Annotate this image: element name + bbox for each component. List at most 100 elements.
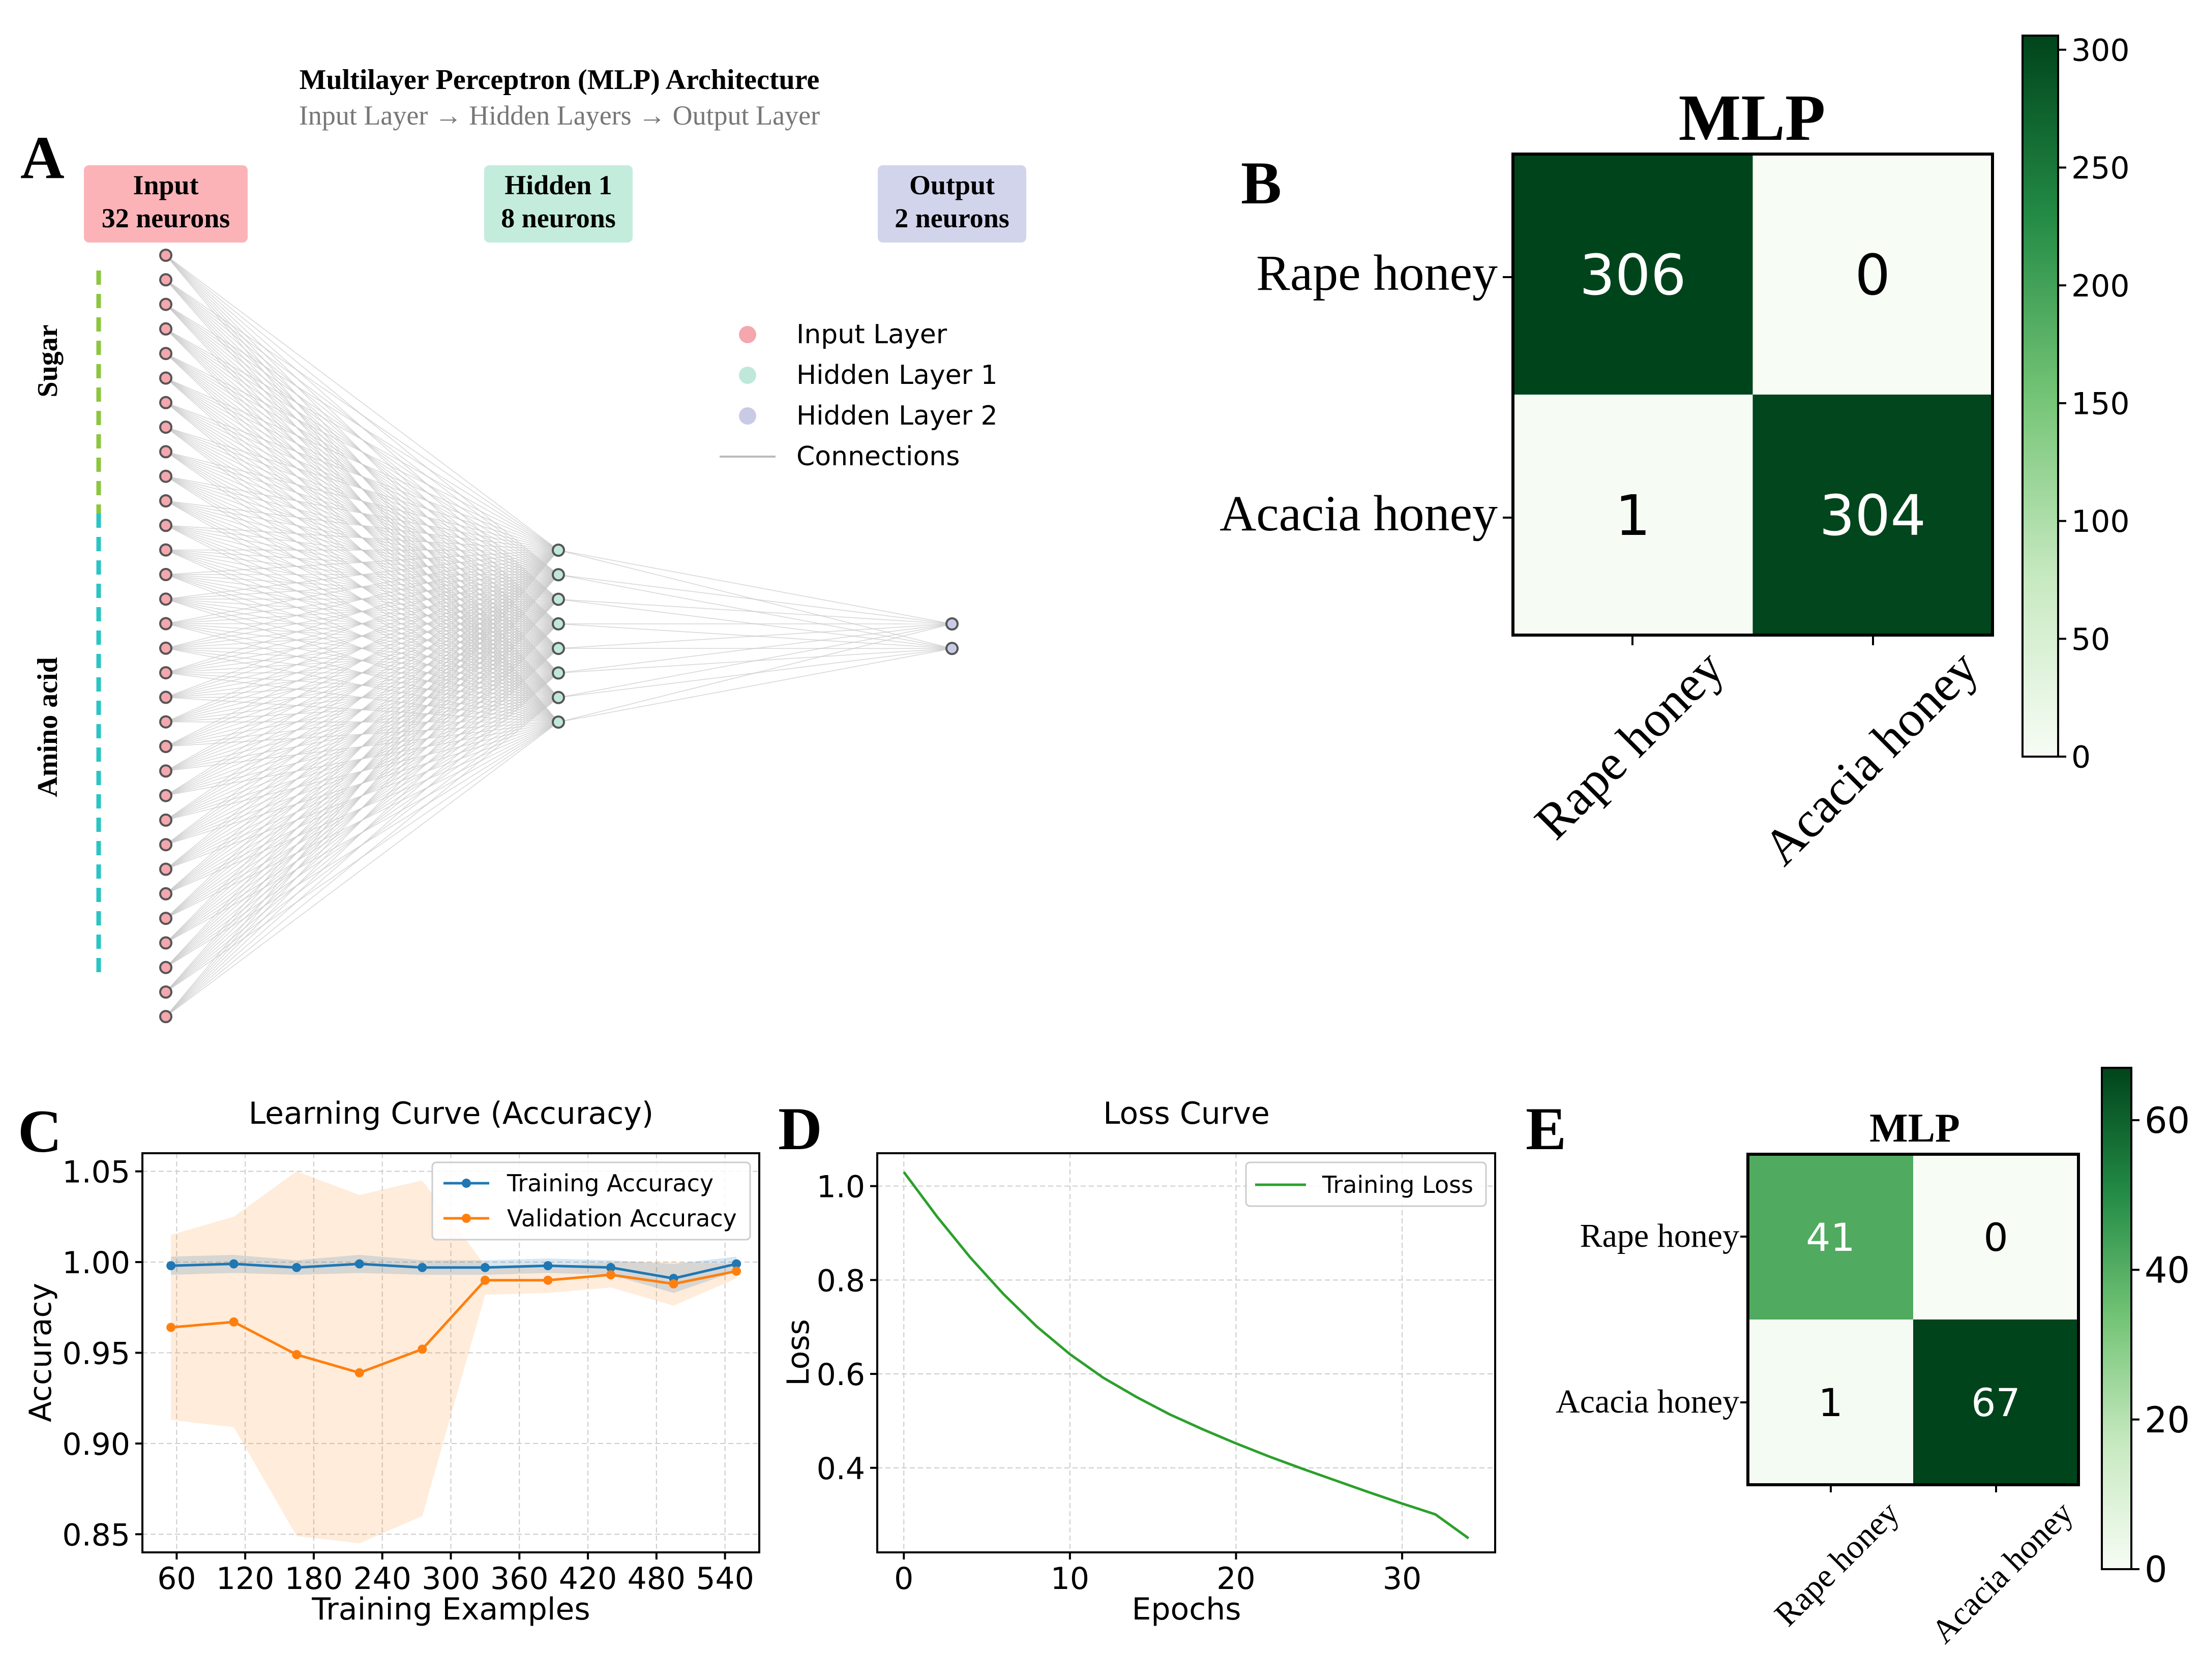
colorbar-tick-label: 60 — [2145, 1100, 2190, 1142]
learning-curve-xlabel: Training Examples — [311, 1592, 590, 1627]
colorbar-tick-label: 40 — [2145, 1250, 2190, 1292]
hidden-box-count: 8 neurons — [501, 203, 616, 233]
neuron-input — [159, 617, 172, 631]
confusion-e-col-labels: Rape honey Acacia honey — [1767, 1485, 2080, 1651]
hidden-box-title: Hidden 1 — [504, 170, 612, 200]
y-tick-label: 0.95 — [62, 1336, 130, 1372]
colorbar-tick-label: 0 — [2145, 1549, 2167, 1591]
x-tick-label: 60 — [157, 1561, 196, 1597]
neuron-input — [159, 985, 172, 999]
neuron-input — [159, 887, 172, 901]
connection-line — [165, 550, 559, 993]
input-box-count: 32 neurons — [102, 203, 230, 233]
neuron-input — [159, 445, 172, 459]
confusion-b-cells: 306 0 1 304 — [1513, 154, 1993, 635]
panel-d: D Loss Curve 0 10 20 300.40.60.81.0 Epochs … — [778, 1095, 1496, 1627]
connection-line — [165, 599, 559, 1017]
connection-line — [558, 598, 953, 624]
neuron-input — [159, 912, 172, 925]
connection-line — [165, 550, 559, 894]
connection-line — [165, 550, 559, 649]
y-tick-label: 1.00 — [62, 1245, 130, 1281]
cell-value: 1 — [1818, 1380, 1842, 1425]
panel-a-letter: A — [20, 124, 65, 191]
neuron-hidden-1 — [552, 642, 565, 655]
y-tick-label: 1.0 — [817, 1169, 865, 1205]
confusion-b-title: MLP — [1679, 81, 1826, 155]
connection-line — [165, 255, 559, 551]
learning-curve-plot: 60 120 180 240 300 360 420 480 540 0.85 0.90 0.95 1.… — [62, 1153, 759, 1597]
hidden-box — [484, 165, 633, 243]
neuron-input — [159, 421, 172, 434]
y-tick-label: 0.90 — [62, 1427, 130, 1462]
neuron-input — [159, 789, 172, 802]
cell-value: 0 — [1983, 1215, 2008, 1260]
neuron-input — [159, 666, 172, 680]
neuron-input — [159, 519, 172, 532]
x-tick-label: 240 — [353, 1561, 411, 1597]
row-label-rape: Rape honey — [1580, 1217, 1739, 1254]
col-label-rape: Rape honey — [1524, 639, 1734, 850]
connection-line — [165, 279, 559, 551]
connection-line — [165, 377, 559, 551]
input-box-title: Input — [133, 170, 198, 200]
neuron-hidden-1 — [552, 568, 565, 582]
loss-line — [903, 1171, 1470, 1540]
legend-hidden2-label: Hidden Layer 2 — [796, 401, 998, 431]
connection-line — [558, 623, 953, 723]
connection-line — [165, 550, 559, 771]
connection-line — [558, 574, 953, 624]
connection-line — [165, 304, 559, 551]
neuron-input — [159, 862, 172, 876]
connection-line — [165, 550, 559, 723]
series-line — [171, 1263, 737, 1280]
data-point — [229, 1317, 239, 1327]
data-point — [354, 1259, 364, 1269]
neuron-input — [159, 371, 172, 385]
connection-line — [165, 550, 559, 796]
input-box — [84, 165, 248, 243]
confusion-cell — [1748, 1319, 1913, 1485]
loss-curve-plot: 0 10 20 30 0.4 0.6 0.8 1.0 — [817, 1153, 1495, 1597]
confusion-cell — [1913, 1154, 2078, 1319]
connection-line — [558, 623, 953, 649]
panel-d-letter: D — [778, 1095, 822, 1162]
neuron-input — [159, 641, 172, 655]
connection-line — [165, 574, 559, 1017]
row-label-acacia: Acacia honey — [1556, 1383, 1739, 1420]
neuron-input — [159, 764, 172, 778]
connection-line — [558, 550, 953, 624]
data-point — [418, 1263, 427, 1272]
legend-connection-label: Connections — [796, 441, 960, 472]
x-tick-label: 0 — [894, 1561, 913, 1597]
legend-training-label: Training Accuracy — [507, 1169, 713, 1197]
colorbar-tick-label: 250 — [2071, 151, 2130, 186]
confusion-e-cells: 41 0 1 67 — [1748, 1154, 2078, 1485]
neuron-input — [159, 740, 172, 753]
connection-line — [558, 648, 953, 723]
series-line — [170, 1270, 737, 1374]
data-point — [543, 1275, 553, 1285]
cell-value: 41 — [1806, 1215, 1855, 1260]
row-label-rape: Rape honey — [1256, 245, 1498, 301]
data-point — [732, 1259, 741, 1269]
neuron-output — [945, 617, 959, 631]
neuron-input — [159, 396, 172, 409]
connection-line — [165, 550, 559, 1017]
panel-a: A Multilayer Perceptron (MLP) Architectu… — [20, 64, 1026, 1024]
mlp-nodes — [159, 249, 959, 1024]
legend-loss-label: Training Loss — [1322, 1171, 1473, 1198]
colorbar-b — [2021, 35, 2059, 758]
colorbar-tick-label: 300 — [2071, 33, 2130, 68]
neuron-input — [159, 961, 172, 974]
x-tick-label: 480 — [628, 1561, 686, 1597]
cell-value: 1 — [1615, 483, 1651, 548]
mlp-subtitle: Input Layer → Hidden Layers → Output Lay… — [299, 100, 820, 131]
connection-line — [165, 353, 559, 551]
data-point — [480, 1263, 490, 1272]
x-tick-label: 300 — [422, 1561, 480, 1597]
panel-c: C Learning Curve (Accuracy) 60 120 180 240 3… — [18, 1096, 760, 1627]
cell-value: 0 — [1855, 243, 1890, 308]
confusion-cell — [1752, 154, 1993, 395]
